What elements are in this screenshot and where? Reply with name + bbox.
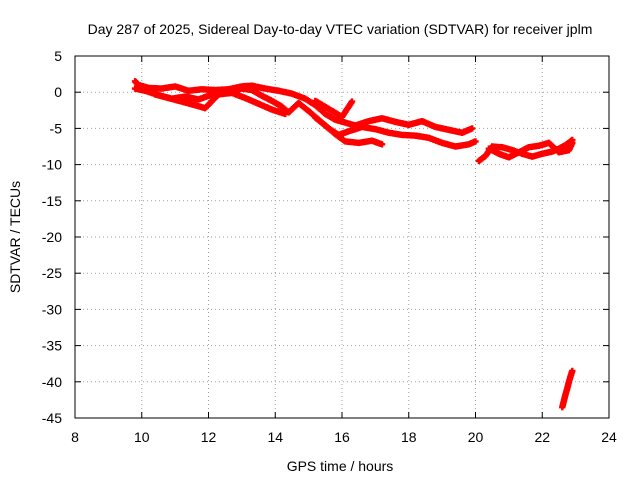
- data-point: [348, 98, 356, 105]
- x-tick-label: 10: [134, 429, 150, 445]
- y-tick-label: -15: [42, 193, 62, 209]
- x-tick-label: 8: [71, 429, 79, 445]
- data-point: [569, 139, 576, 147]
- data-series: [475, 136, 576, 165]
- x-tick-label: 16: [334, 429, 350, 445]
- data-point: [325, 105, 344, 120]
- data-point: [468, 125, 476, 132]
- data-points: [131, 78, 576, 411]
- grid: [75, 56, 609, 418]
- data-point: [378, 141, 386, 148]
- y-tick-label: -5: [50, 120, 63, 136]
- chart-title: Day 287 of 2025, Sidereal Day-to-day VTE…: [88, 21, 593, 37]
- x-axis-ticks: 8 10 12 14 16 18 20 22 24: [71, 56, 617, 445]
- x-tick-label: 12: [201, 429, 217, 445]
- y-tick-label: -10: [42, 157, 62, 173]
- data-point: [472, 138, 479, 145]
- x-tick-label: 20: [468, 429, 484, 445]
- x-tick-label: 24: [601, 429, 617, 445]
- y-axis-ticks: 5 0 -5 -10 -15 -20 -25 -30 -35 -40 -45: [42, 48, 609, 426]
- x-tick-label: 14: [267, 429, 283, 445]
- data-point: [282, 110, 289, 118]
- x-tick-label: 22: [534, 429, 550, 445]
- x-tick-label: 18: [401, 429, 417, 445]
- y-tick-label: -45: [42, 410, 62, 426]
- y-tick-label: -35: [42, 338, 62, 354]
- data-point: [312, 97, 331, 112]
- data-series: [131, 85, 479, 150]
- y-tick-label: -25: [42, 265, 62, 281]
- y-tick-label: 5: [54, 48, 62, 64]
- y-tick-label: -30: [42, 301, 62, 317]
- x-axis-label: GPS time / hours: [287, 458, 394, 474]
- data-point: [338, 99, 355, 121]
- y-tick-label: 0: [54, 84, 62, 100]
- data-point: [201, 92, 221, 112]
- data-series: [559, 367, 576, 411]
- data-point: [569, 367, 576, 375]
- y-tick-label: -20: [42, 229, 62, 245]
- data-series: [151, 89, 386, 148]
- y-tick-label: -40: [42, 374, 62, 390]
- y-axis-label: SDTVAR / TECUs: [7, 181, 23, 293]
